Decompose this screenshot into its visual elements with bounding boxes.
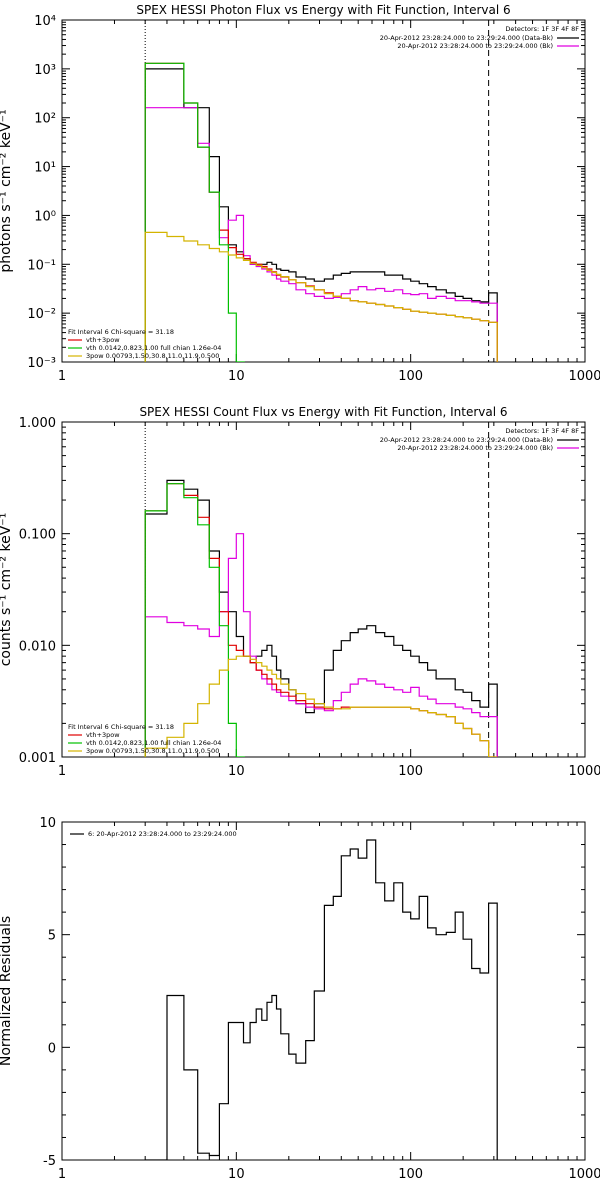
legend-entry-text: 20-Apr-2012 23:28:24.000 to 23:29:24.000… — [380, 34, 553, 42]
legend-heading: Fit Interval 6 Chi-square = 31.18 — [68, 328, 174, 336]
x-axis: 1 10 100 1000 — [58, 20, 600, 384]
series-line-2 — [144, 107, 498, 362]
y-tick-label: 0.100 — [19, 528, 56, 543]
y-tick-label: 10⁴ — [34, 14, 56, 29]
y-axis: 10⁻³ 10⁻² 10⁻¹ 10⁰ 10¹ 10² 10³ 10⁴ — [27, 14, 585, 371]
series-group — [144, 62, 498, 362]
series-line-1 — [145, 839, 498, 1160]
x-tick-label: 1000 — [568, 764, 600, 779]
y-axis-label: photons s⁻¹ cm⁻² keV⁻¹ — [0, 109, 14, 272]
plot-frame — [61, 421, 586, 758]
plot-frame — [61, 19, 586, 363]
x-tick-label: 1 — [58, 1167, 66, 1182]
chart-panel-3: 1 10 100 1000 -5 0 5 10 Normalized Residuals 6: 2… — [0, 816, 600, 1182]
legend-entry-text: vth 0.0142,0.823,1.00 full chian 1.26e-0… — [86, 344, 221, 352]
x-tick-label: 1000 — [568, 369, 600, 384]
x-tick-label: 10 — [228, 764, 245, 779]
x-tick-label: 1000 — [568, 1167, 600, 1182]
y-tick-label: 10¹ — [34, 161, 56, 176]
series-group — [145, 839, 498, 1160]
legend-entry-text: vth+3pow — [86, 731, 120, 739]
y-axis-label: Normalized Residuals — [0, 916, 14, 1066]
legend-entry-text: 6: 20-Apr-2012 23:28:24.000 to 23:29:24.… — [88, 830, 237, 838]
legend-top-left: 6: 20-Apr-2012 23:28:24.000 to 23:29:24.… — [70, 830, 237, 838]
series-line-2 — [144, 533, 498, 757]
x-axis: 1 10 100 1000 — [58, 422, 600, 779]
legend-entry-text: 20-Apr-2012 23:28:24.000 to 23:29:24.000… — [380, 436, 553, 444]
series-line-4 — [144, 483, 245, 757]
x-tick-label: 100 — [398, 1167, 423, 1182]
legend-bottom-left: Fit Interval 6 Chi-square = 31.18vth+3po… — [68, 723, 221, 755]
series-line-5 — [144, 231, 498, 362]
y-tick-label: 0.010 — [19, 639, 56, 654]
y-tick-label: 0.001 — [19, 751, 56, 766]
series-line-1 — [144, 68, 498, 362]
chart-title: SPEX HESSI Photon Flux vs Energy with Fi… — [136, 3, 510, 17]
y-axis: 0.001 0.010 0.100 1.000 — [19, 416, 585, 766]
plot-frame — [61, 821, 586, 1161]
x-tick-label: 10 — [228, 1167, 245, 1182]
y-tick-label: 10 — [39, 816, 56, 831]
y-tick-label: -5 — [43, 1154, 56, 1169]
x-tick-label: 1 — [58, 369, 66, 384]
series-group — [144, 479, 498, 757]
x-tick-label: 10 — [228, 369, 245, 384]
legend-entry-text: vth+3pow — [86, 336, 120, 344]
y-tick-label: 5 — [48, 929, 56, 944]
y-tick-label: 10⁻¹ — [27, 258, 56, 273]
legend-entry-text: 3pow 0.00793,1.50,30.8,11.0,11.9,0.500 — [86, 352, 219, 360]
series-line-4 — [144, 62, 245, 362]
y-tick-label: 10⁻² — [27, 307, 56, 322]
y-tick-label: 1.000 — [19, 416, 56, 431]
legend-heading: Detectors: 1F 3F 4F 8F — [505, 25, 579, 33]
series-line-5 — [144, 655, 498, 757]
y-axis: -5 0 5 10 — [39, 816, 585, 1169]
legend-entry-text: 3pow 0.00793,1.50,30.8,11.0,11.9,0.500 — [86, 747, 219, 755]
legend-bottom-left: Fit Interval 6 Chi-square = 31.18vth+3po… — [68, 328, 221, 360]
x-axis: 1 10 100 1000 — [58, 822, 600, 1182]
chart-panel-1: 1 10 100 1000 10⁻³ 10⁻² 10⁻¹ 10⁰ 10¹ 10² 10³ 10⁴ SPE… — [0, 3, 600, 384]
x-tick-label: 100 — [398, 764, 423, 779]
y-axis-label: counts s⁻¹ cm⁻² keV⁻¹ — [0, 513, 14, 667]
y-tick-label: 10³ — [34, 63, 56, 78]
x-tick-label: 1 — [58, 764, 66, 779]
legend-entry-text: vth 0.0142,0.823,1.00 full chian 1.26e-0… — [86, 739, 221, 747]
legend-heading: Fit Interval 6 Chi-square = 31.18 — [68, 723, 174, 731]
y-tick-label: 10⁻³ — [27, 356, 56, 371]
y-tick-label: 0 — [48, 1041, 56, 1056]
chart-panel-2: 1 10 100 1000 0.001 0.010 0.100 1.000 SPEX HESSI… — [0, 405, 600, 779]
chart-title: SPEX HESSI Count Flux vs Energy with Fit… — [139, 405, 507, 419]
legend-entry-text: 20-Apr-2012 23:28:24.000 to 23:29:24.000… — [397, 42, 553, 50]
x-tick-label: 100 — [398, 369, 423, 384]
legend-entry-text: 20-Apr-2012 23:28:24.000 to 23:29:24.000… — [397, 444, 553, 452]
legend-heading: Detectors: 1F 3F 4F 8F — [505, 427, 579, 435]
y-tick-label: 10² — [34, 112, 56, 127]
y-tick-label: 10⁰ — [34, 209, 56, 224]
